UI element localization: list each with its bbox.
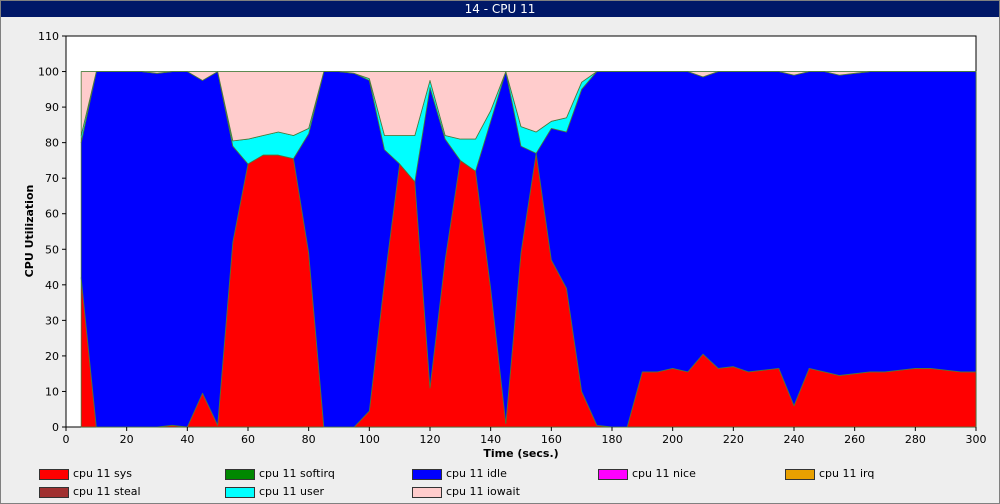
x-axis-label: Time (secs.)	[483, 447, 558, 460]
y-tick-label: 70	[45, 172, 59, 185]
legend-label: cpu 11 irq	[819, 467, 875, 480]
window-title: 14 - CPU 11	[1, 1, 999, 17]
legend-swatch	[412, 487, 442, 498]
legend-label: cpu 11 sys	[73, 467, 132, 480]
legend-label: cpu 11 steal	[73, 485, 141, 498]
x-tick-label: 60	[241, 433, 255, 446]
legend-label: cpu 11 idle	[446, 467, 507, 480]
y-tick-label: 20	[45, 350, 59, 363]
x-tick-label: 120	[420, 433, 441, 446]
area-series-group	[80, 71, 977, 428]
x-tick-label: 180	[602, 433, 623, 446]
x-tick-label: 40	[180, 433, 194, 446]
y-tick-label: 80	[45, 137, 59, 150]
x-tick-label: 220	[723, 433, 744, 446]
x-tick-label: 20	[120, 433, 134, 446]
y-axis-ticks: 0 10 20 30 40 50 60 70 80 90 100 110	[38, 30, 66, 434]
x-tick-label: 0	[63, 433, 70, 446]
legend-swatch	[225, 487, 255, 498]
y-tick-label: 10	[45, 385, 59, 398]
y-tick-label: 0	[52, 421, 59, 434]
x-tick-label: 280	[905, 433, 926, 446]
legend-swatch	[785, 469, 815, 480]
legend-label: cpu 11 user	[259, 485, 324, 498]
legend-label: cpu 11 softirq	[259, 467, 335, 480]
x-tick-label: 260	[844, 433, 865, 446]
y-tick-label: 100	[38, 66, 59, 79]
legend-swatch	[39, 469, 69, 480]
legend-label: cpu 11 nice	[632, 467, 696, 480]
legend-swatch	[598, 469, 628, 480]
x-tick-label: 240	[784, 433, 805, 446]
y-tick-label: 50	[45, 243, 59, 256]
x-tick-label: 100	[359, 433, 380, 446]
area-cpu-11-iowait	[80, 71, 977, 142]
legend-swatch	[39, 487, 69, 498]
cpu-utilization-chart: 0 20 40 60 80 100 120 140 160 180 200 220 240 260 280 3…	[23, 30, 987, 460]
y-axis-label: CPU Utilization	[23, 185, 36, 278]
chart-legend: cpu 11 sys cpu 11 softirq cpu 11 idle cpu 1…	[1, 463, 999, 503]
legend-label: cpu 11 iowait	[446, 485, 520, 498]
y-tick-label: 40	[45, 279, 59, 292]
legend-swatch	[225, 469, 255, 480]
y-tick-label: 30	[45, 314, 59, 327]
y-tick-label: 110	[38, 30, 59, 43]
y-tick-label: 90	[45, 101, 59, 114]
legend-swatch	[412, 469, 442, 480]
x-tick-label: 160	[541, 433, 562, 446]
y-tick-label: 60	[45, 208, 59, 221]
x-tick-label: 140	[480, 433, 501, 446]
x-axis-ticks: 0 20 40 60 80 100 120 140 160 180 200 220 240 260 280 3…	[63, 427, 987, 446]
x-tick-label: 200	[662, 433, 683, 446]
x-tick-label: 80	[302, 433, 316, 446]
x-tick-label: 300	[966, 433, 987, 446]
